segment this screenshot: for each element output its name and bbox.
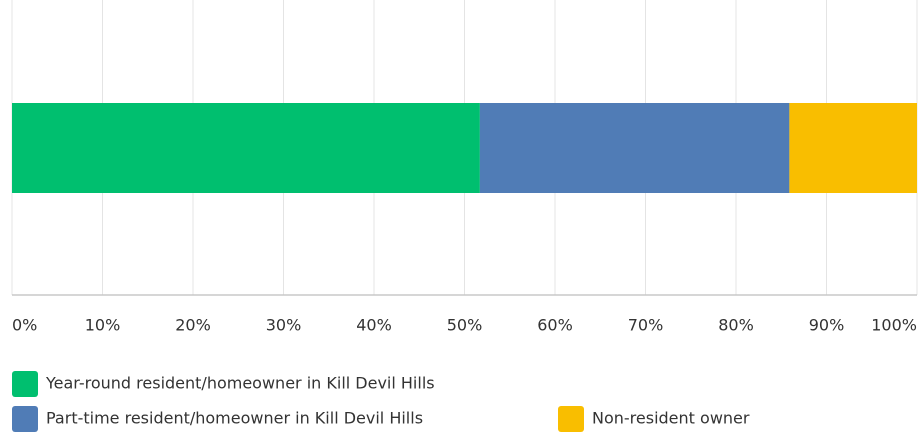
x-tick-label: 40%: [356, 316, 392, 335]
x-tick-label: 10%: [85, 316, 121, 335]
bar-segment: [479, 103, 790, 193]
legend-swatch: [12, 371, 38, 397]
x-tick-label: 80%: [718, 316, 754, 335]
x-tick-label: 20%: [175, 316, 211, 335]
legend-swatch: [558, 406, 584, 432]
bar-segment: [789, 103, 917, 193]
x-tick-label: 0%: [12, 316, 37, 335]
x-tick-label: 50%: [447, 316, 483, 335]
x-tick-label: 90%: [809, 316, 845, 335]
x-tick-label: 60%: [537, 316, 573, 335]
x-tick-label: 100%: [871, 316, 917, 335]
x-tick-label: 70%: [628, 316, 664, 335]
bar-segment: [12, 103, 480, 193]
legend-label: Part-time resident/homeowner in Kill Dev…: [46, 409, 423, 428]
legend-label: Non-resident owner: [592, 409, 750, 428]
x-tick-label: 30%: [266, 316, 302, 335]
legend-swatch: [12, 406, 38, 432]
legend-label: Year-round resident/homeowner in Kill De…: [45, 374, 435, 393]
